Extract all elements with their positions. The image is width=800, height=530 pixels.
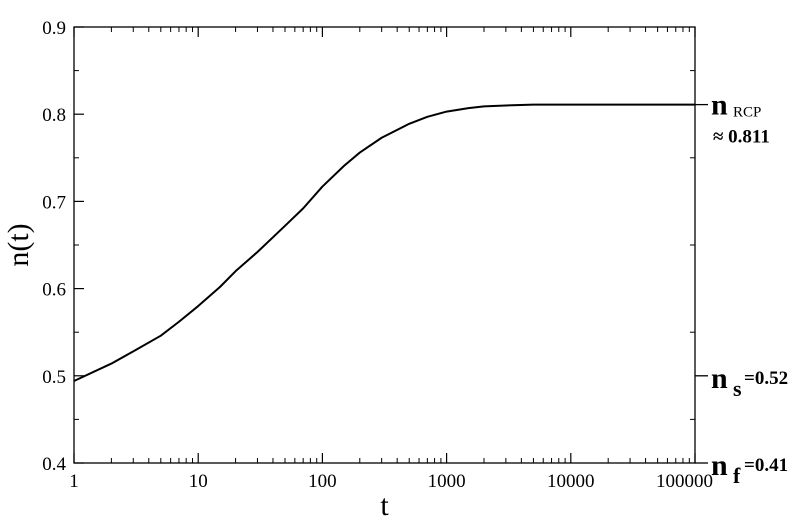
annotation-symbol: n (711, 362, 728, 395)
annotation-symbol: n (711, 89, 728, 122)
x-axis: 1 10 100 1000 10000 100000 (69, 27, 713, 492)
annotation-symbol: n (711, 449, 728, 482)
x-axis-title: t (380, 489, 389, 522)
x-tick-label: 10 (189, 471, 208, 492)
series-layer (73, 103, 695, 382)
annotation-subscript: f (733, 463, 741, 488)
x-tick-label: 1000 (428, 471, 466, 492)
annotation-value: =0.52 (744, 368, 788, 389)
y-tick-label: 0.9 (42, 18, 66, 39)
y-axis: 0.4 0.5 0.6 0.7 0.8 0.9 (42, 18, 695, 475)
annotation-subscript: s (733, 376, 742, 401)
y-tick-label: 0.4 (42, 454, 66, 475)
annotation-value: ≈ 0.811 (713, 127, 770, 148)
x-tick-label: 10000 (547, 471, 595, 492)
y-tick-label: 0.6 (42, 280, 66, 301)
plot-frame (73, 26, 696, 464)
x-tick-label: 1 (69, 471, 79, 492)
annotation-value: =0.41 (744, 455, 788, 476)
x-tick-label: 100000 (656, 471, 713, 492)
y-tick-label: 0.8 (42, 105, 66, 126)
y-tick-label: 0.5 (42, 367, 66, 388)
annotation-subscript: RCP (733, 105, 761, 121)
series-line (73, 103, 695, 382)
y-axis-title: n(t) (2, 223, 35, 266)
x-tick-label: 100 (308, 471, 337, 492)
y-tick-label: 0.7 (42, 192, 66, 213)
